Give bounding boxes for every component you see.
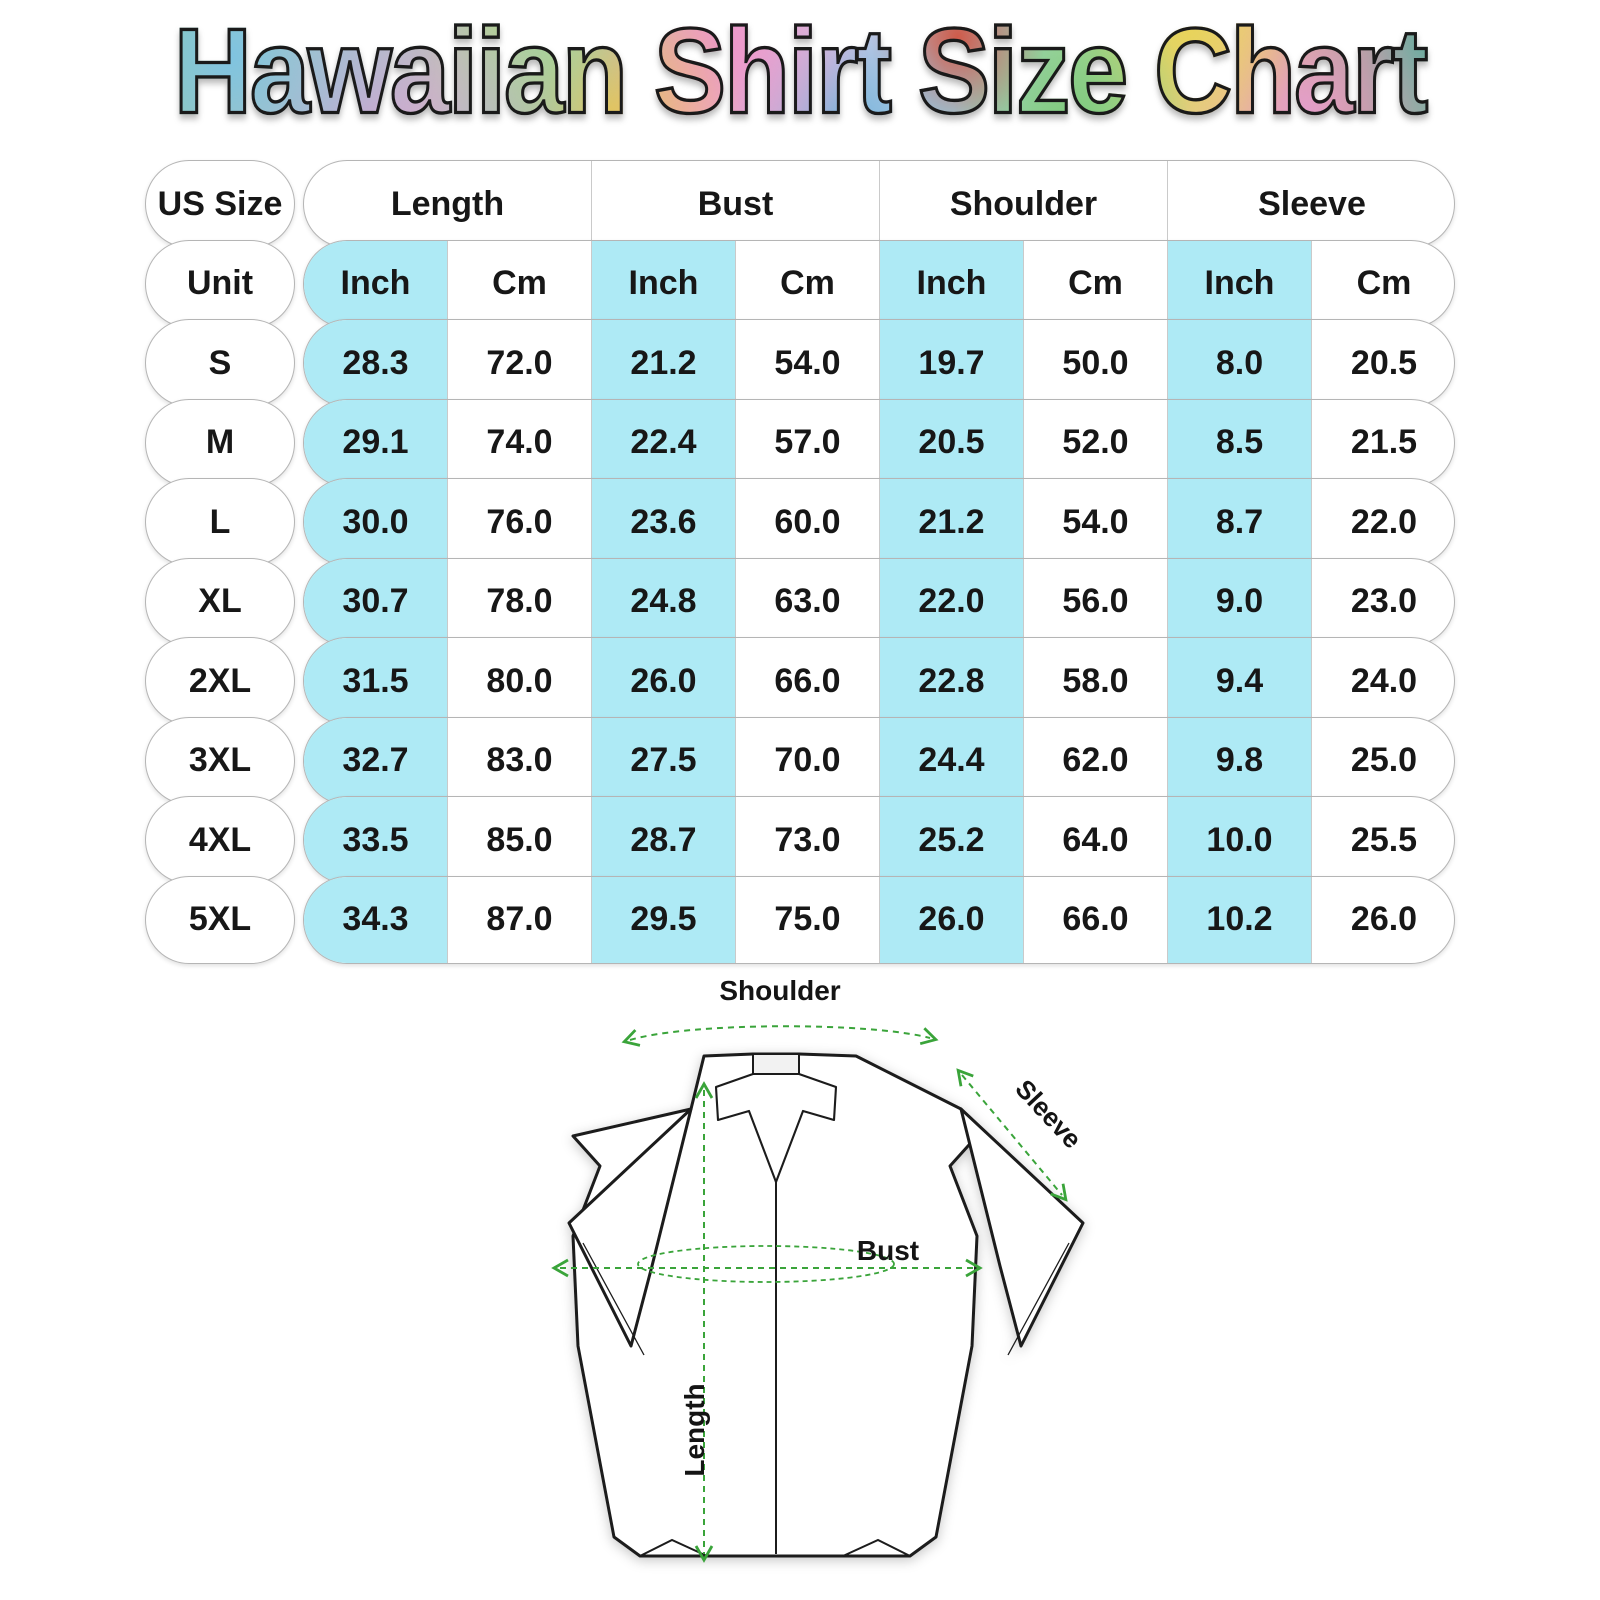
svg-text:Sleeve: Sleeve [1010,1073,1088,1154]
svg-text:Shoulder: Shoulder [719,975,840,1006]
svg-text:Bust: Bust [857,1235,919,1266]
svg-text:Length: Length [679,1383,710,1476]
